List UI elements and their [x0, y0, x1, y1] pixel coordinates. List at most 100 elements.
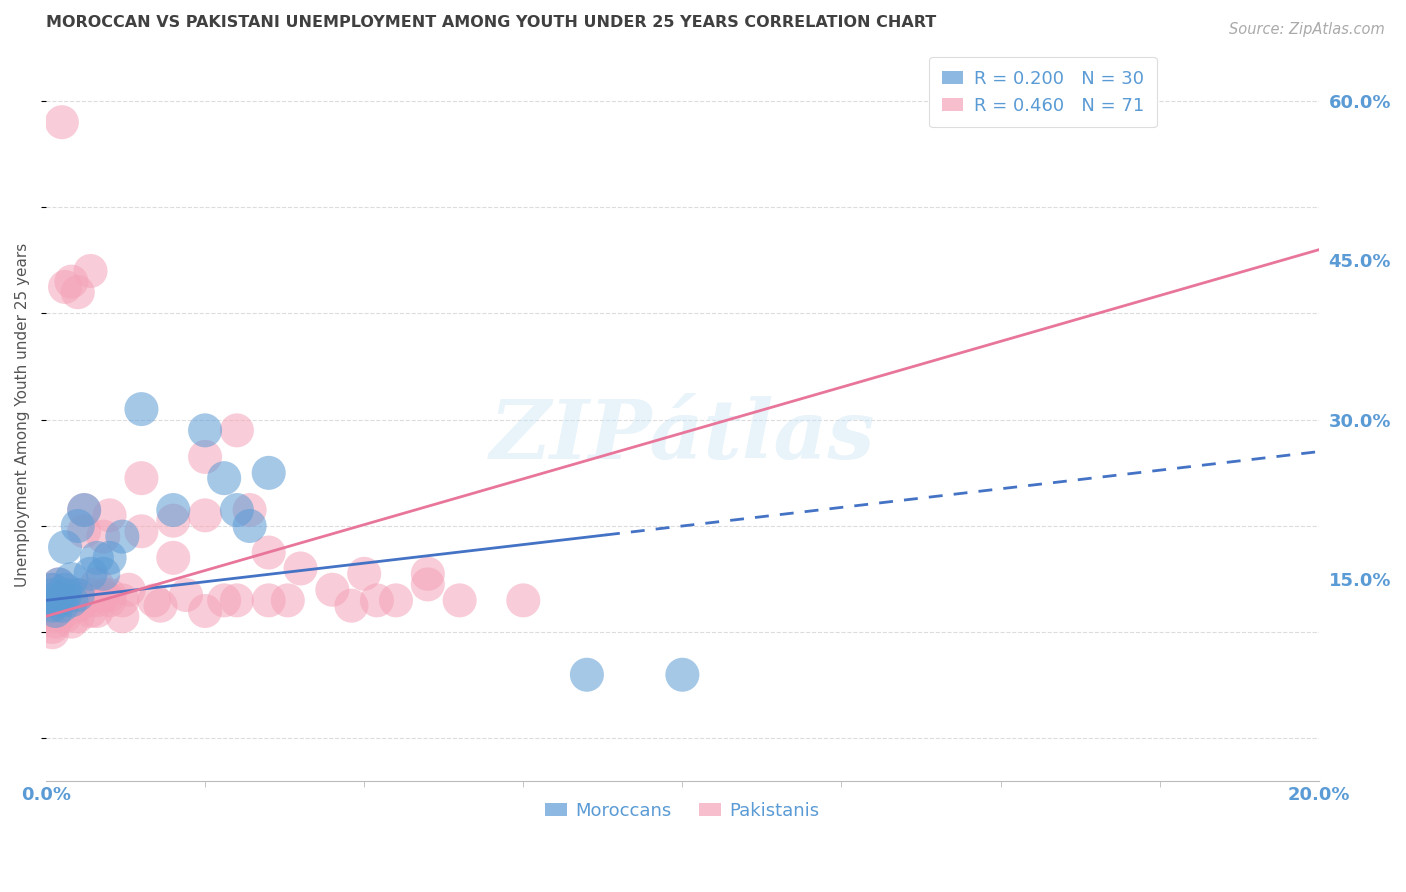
Point — [212, 593, 235, 607]
Point — [44, 593, 66, 607]
Point — [41, 599, 63, 613]
Point — [366, 593, 388, 607]
Point — [131, 471, 153, 485]
Point — [98, 550, 121, 565]
Point — [41, 620, 63, 634]
Point — [212, 471, 235, 485]
Point — [225, 423, 247, 437]
Point — [79, 604, 101, 618]
Point — [66, 519, 89, 533]
Point — [416, 577, 439, 591]
Point — [118, 582, 141, 597]
Point — [277, 593, 299, 607]
Point — [239, 503, 262, 517]
Point — [73, 593, 96, 607]
Point — [44, 615, 66, 629]
Point — [53, 582, 76, 597]
Point — [60, 615, 83, 629]
Point — [340, 599, 363, 613]
Point — [73, 524, 96, 539]
Point — [51, 115, 73, 129]
Point — [416, 566, 439, 581]
Point — [53, 280, 76, 294]
Point — [194, 423, 217, 437]
Y-axis label: Unemployment Among Youth under 25 years: Unemployment Among Youth under 25 years — [15, 243, 30, 587]
Point — [86, 593, 108, 607]
Point — [48, 593, 70, 607]
Point — [73, 503, 96, 517]
Point — [44, 604, 66, 618]
Point — [225, 593, 247, 607]
Point — [194, 604, 217, 618]
Point — [174, 588, 197, 602]
Point — [79, 264, 101, 278]
Point — [73, 503, 96, 517]
Point — [449, 593, 471, 607]
Point — [58, 588, 80, 602]
Point — [98, 593, 121, 607]
Point — [53, 593, 76, 607]
Point — [290, 561, 312, 575]
Text: ZIPátlas: ZIPátlas — [489, 396, 875, 476]
Point — [162, 550, 184, 565]
Point — [162, 503, 184, 517]
Point — [86, 550, 108, 565]
Point — [671, 667, 693, 681]
Text: Source: ZipAtlas.com: Source: ZipAtlas.com — [1229, 22, 1385, 37]
Point — [257, 593, 280, 607]
Point — [91, 566, 114, 581]
Point — [86, 577, 108, 591]
Point — [194, 508, 217, 523]
Point — [38, 593, 60, 607]
Point — [60, 593, 83, 607]
Point — [86, 604, 108, 618]
Point — [111, 593, 134, 607]
Point — [66, 599, 89, 613]
Point — [38, 609, 60, 624]
Point — [41, 582, 63, 597]
Point — [66, 588, 89, 602]
Point — [79, 588, 101, 602]
Point — [38, 593, 60, 607]
Point — [41, 588, 63, 602]
Point — [257, 466, 280, 480]
Point — [60, 593, 83, 607]
Point — [41, 582, 63, 597]
Point — [321, 582, 343, 597]
Point — [79, 566, 101, 581]
Point — [131, 524, 153, 539]
Point — [149, 599, 172, 613]
Point — [91, 588, 114, 602]
Point — [51, 599, 73, 613]
Point — [98, 508, 121, 523]
Point — [225, 503, 247, 517]
Point — [98, 588, 121, 602]
Point — [60, 572, 83, 586]
Point — [66, 588, 89, 602]
Point — [194, 450, 217, 464]
Point — [66, 609, 89, 624]
Point — [41, 593, 63, 607]
Point — [91, 530, 114, 544]
Point — [41, 599, 63, 613]
Point — [111, 530, 134, 544]
Point — [575, 667, 598, 681]
Point — [257, 545, 280, 559]
Point — [48, 593, 70, 607]
Point — [131, 402, 153, 417]
Point — [53, 588, 76, 602]
Point — [60, 275, 83, 289]
Point — [239, 519, 262, 533]
Point — [53, 604, 76, 618]
Point — [48, 609, 70, 624]
Point — [48, 604, 70, 618]
Point — [353, 566, 375, 581]
Point — [48, 577, 70, 591]
Point — [111, 609, 134, 624]
Point — [385, 593, 408, 607]
Point — [66, 285, 89, 300]
Point — [512, 593, 534, 607]
Point — [48, 577, 70, 591]
Point — [53, 609, 76, 624]
Point — [53, 540, 76, 554]
